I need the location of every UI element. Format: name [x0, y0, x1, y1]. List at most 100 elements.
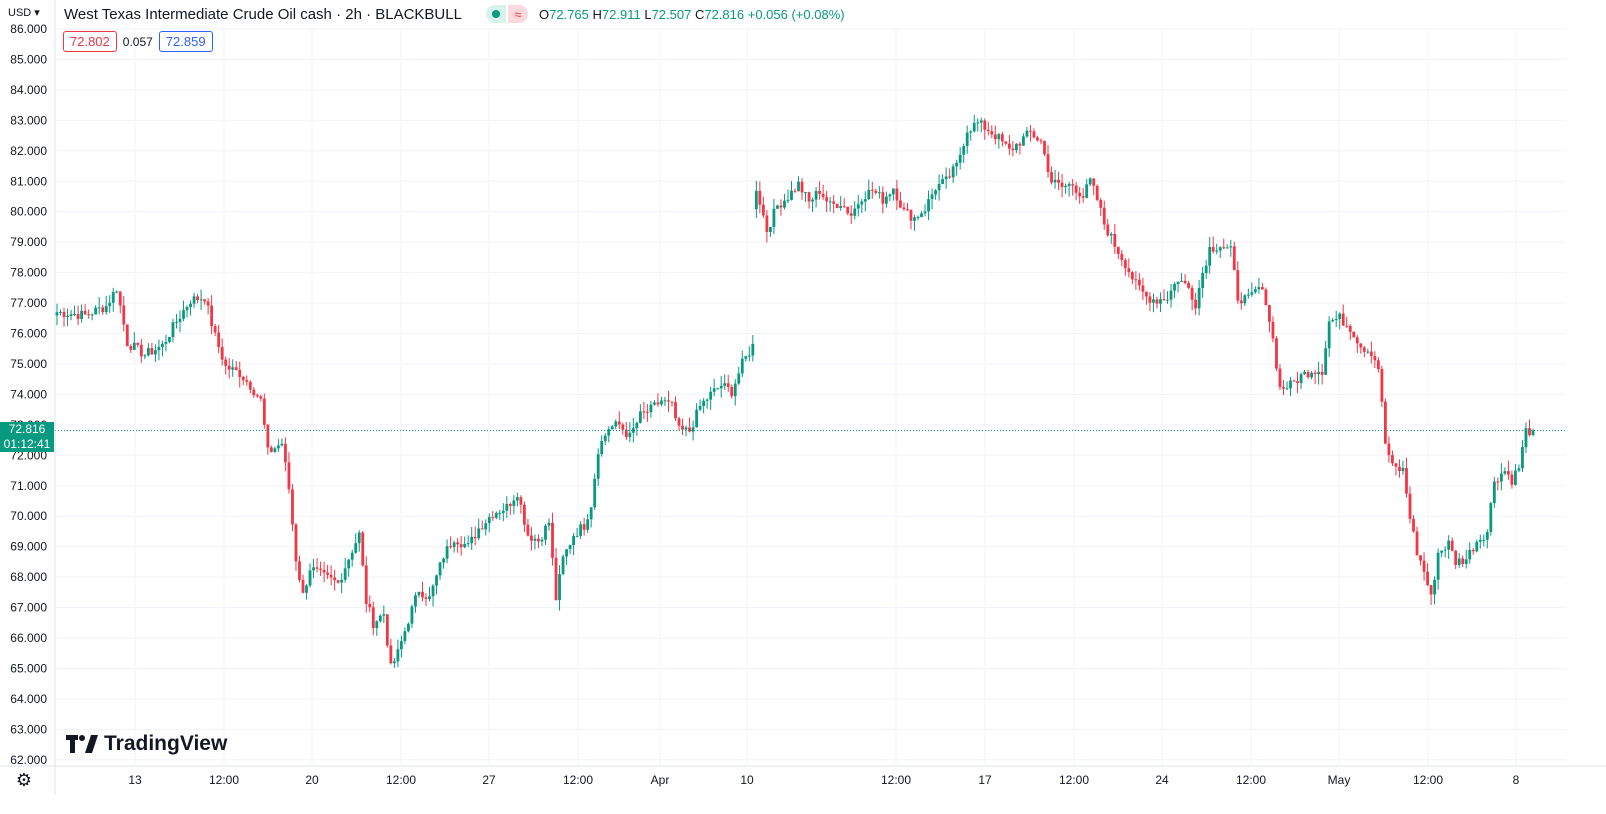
candle	[403, 627, 407, 645]
candle	[1067, 181, 1071, 197]
price-tick-label: 85.000	[10, 52, 47, 66]
candle	[196, 293, 199, 304]
time-tick-label: 12:00	[563, 773, 593, 787]
candle	[1215, 243, 1219, 255]
candle	[305, 584, 308, 600]
candle	[442, 557, 445, 569]
candle	[473, 526, 477, 546]
data-delay-icon[interactable]: ≈	[508, 5, 528, 23]
candle	[199, 289, 203, 311]
currency-selector[interactable]: USD ▾	[8, 6, 40, 20]
time-tick-label: 20	[305, 773, 319, 787]
price-tick-label: 63.000	[10, 722, 47, 736]
candle	[870, 181, 874, 199]
candle	[1130, 271, 1134, 285]
candle	[600, 435, 604, 457]
gear-icon[interactable]: ⚙	[15, 770, 33, 790]
candle	[83, 304, 87, 316]
candle	[656, 393, 660, 407]
candle	[108, 295, 112, 313]
candle	[76, 305, 80, 326]
candle	[385, 614, 389, 648]
candle	[1134, 271, 1138, 291]
tradingview-logo[interactable]: TradingView	[66, 732, 227, 756]
candle	[259, 394, 263, 402]
candle	[491, 511, 495, 521]
candle	[1169, 283, 1173, 308]
candle	[1180, 272, 1183, 283]
candle	[772, 198, 776, 234]
candle	[902, 202, 906, 211]
candle	[487, 513, 491, 533]
candle	[1159, 292, 1162, 312]
candle	[884, 191, 888, 208]
time-tick-label: 12:00	[1413, 773, 1443, 787]
candle	[1043, 140, 1046, 157]
market-status[interactable]: ≈	[486, 5, 528, 23]
candle	[1391, 450, 1394, 467]
candle	[793, 188, 797, 193]
candle	[1278, 364, 1282, 391]
candle	[797, 176, 800, 192]
candle	[224, 356, 228, 375]
candle	[1289, 376, 1292, 397]
candle	[523, 501, 526, 533]
candle	[463, 536, 467, 549]
candle	[646, 404, 649, 422]
candle	[185, 305, 189, 318]
candle	[407, 622, 410, 633]
candle	[624, 422, 628, 440]
candle	[340, 573, 344, 594]
candle	[1236, 261, 1240, 304]
candle	[976, 118, 980, 132]
candle	[1507, 460, 1510, 480]
candle	[1229, 239, 1233, 257]
candle	[414, 592, 417, 613]
candle	[916, 215, 920, 221]
candle	[354, 533, 358, 554]
close-value: 72.816	[704, 7, 745, 22]
candle	[1464, 549, 1468, 569]
candle	[993, 125, 997, 145]
price-tick-label: 75.000	[10, 357, 47, 371]
candle	[892, 188, 895, 201]
candle	[1499, 463, 1503, 491]
candle	[484, 519, 488, 536]
candle	[1334, 310, 1338, 328]
time-tick-label: 12:00	[881, 773, 911, 787]
candle	[73, 305, 76, 317]
candle	[1517, 464, 1521, 473]
candle	[965, 125, 969, 154]
candle	[979, 117, 983, 133]
candle	[248, 380, 252, 394]
candle	[1088, 177, 1092, 187]
last-price-tag: 72.816 01:12:41	[0, 422, 54, 453]
candle	[252, 386, 256, 398]
candle	[122, 296, 126, 332]
buy-price-button[interactable]: 72.859	[158, 31, 213, 52]
candle	[575, 527, 579, 537]
candle	[470, 526, 474, 550]
candle	[143, 354, 147, 360]
candle	[776, 204, 779, 209]
candle	[716, 387, 720, 390]
candle	[1264, 287, 1268, 306]
candle	[101, 304, 105, 315]
sell-price-button[interactable]: 72.802	[63, 31, 117, 52]
candle	[730, 384, 734, 399]
candle	[1362, 345, 1366, 358]
candle	[1204, 259, 1208, 279]
candle	[298, 555, 301, 583]
candle	[175, 313, 178, 329]
candle	[832, 195, 836, 213]
candle	[554, 547, 558, 601]
market-open-icon[interactable]	[486, 5, 506, 23]
time-tick-label: 12:00	[386, 773, 416, 787]
candle	[312, 559, 315, 579]
candle	[863, 191, 867, 212]
symbol-title[interactable]: West Texas Intermediate Crude Oil cash ·…	[64, 6, 462, 23]
candle	[392, 657, 396, 668]
candle	[1197, 279, 1201, 316]
candle	[709, 386, 713, 410]
